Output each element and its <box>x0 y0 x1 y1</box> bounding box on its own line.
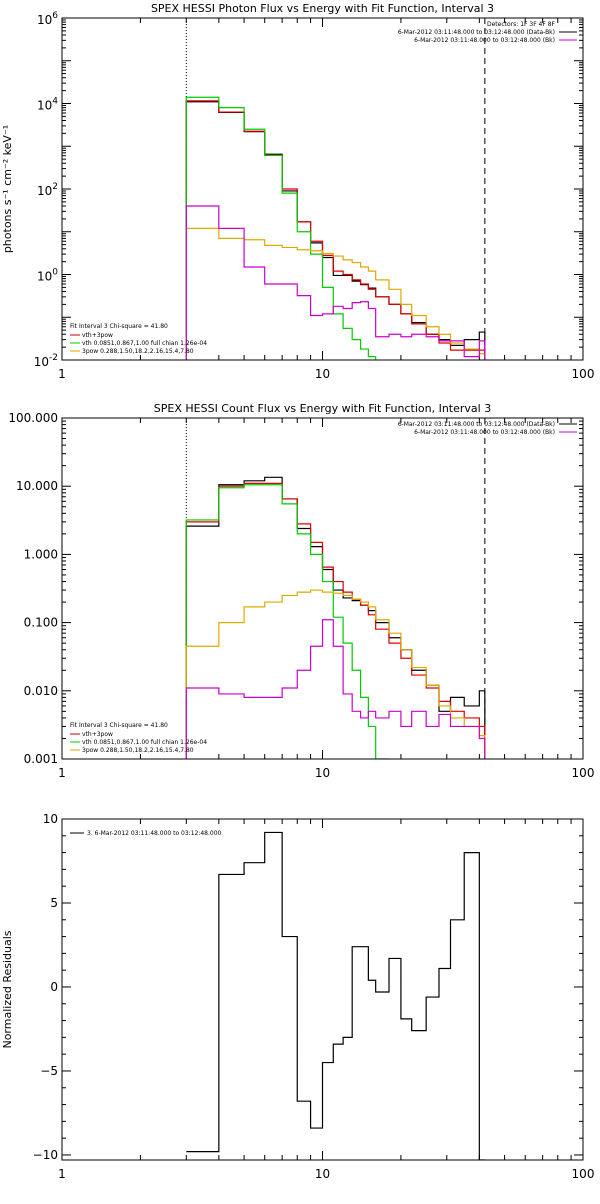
y-ticks <box>62 417 583 760</box>
series-residuals <box>186 831 485 1160</box>
info-line: 6-Mar-2012 03:11:48.000 to 03:12:48.000 … <box>398 29 555 36</box>
legend-entry: vth 0.0851,0.867,1.00 full chian 1.26e-0… <box>82 739 207 746</box>
y-tick-label: 100.000 <box>8 411 58 425</box>
series-bk <box>185 205 486 360</box>
y-tick-label: 1.000 <box>24 547 58 561</box>
series-data <box>185 101 486 360</box>
info-line: Detectors: 1F 3F 4F 8F <box>487 21 556 28</box>
y-axis-label: photons s⁻¹ cm⁻² keV⁻¹ <box>1 125 14 253</box>
chart-panel-1: SPEX HESSI Photon Flux vs Energy with Fi… <box>1 2 595 381</box>
y-tick-label: 104 <box>37 97 58 113</box>
x-tick-label: 100 <box>572 1167 595 1181</box>
series-model <box>185 482 486 759</box>
x-ticks <box>61 819 572 1160</box>
plot-area <box>185 18 486 360</box>
x-tick-label: 1 <box>58 766 66 780</box>
y-tick-label: 10 <box>43 812 58 826</box>
legend-entry: vth 0.0851,0.867,1.00 full chian 1.26e-0… <box>82 340 207 347</box>
series-model <box>185 100 486 360</box>
y-tick-label: −5 <box>40 1064 58 1078</box>
series-bk <box>185 619 486 759</box>
legend-entry: 3. 6-Mar-2012 03:11:48.000 to 03:12:48.0… <box>87 830 222 837</box>
x-tick-label: 10 <box>315 367 330 381</box>
chart-title: SPEX HESSI Photon Flux vs Energy with Fi… <box>151 2 494 15</box>
legend-entry: vth+3pow <box>82 731 113 738</box>
legend-title: Fit Interval 3 Chi-square = 41.80 <box>70 722 168 729</box>
legend-entry: vth+3pow <box>82 332 113 339</box>
y-ticks <box>62 818 583 1156</box>
info-line: 6-Mar-2012 03:11:48.000 to 03:12:48.000 … <box>414 37 555 44</box>
y-tick-label: 10.000 <box>16 479 58 493</box>
series-data <box>185 476 486 759</box>
y-tick-label: 0 <box>50 980 58 994</box>
series-pow <box>185 227 486 360</box>
axes-frame <box>61 17 584 361</box>
chart-panel-2: SPEX HESSI Count Flux vs Energy with Fit… <box>8 402 595 780</box>
legend-title: Fit Interval 3 Chi-square = 41.80 <box>70 323 168 330</box>
y-tick-label: 0.100 <box>24 616 58 630</box>
y-tick-label: 106 <box>37 11 58 27</box>
axes-frame <box>61 818 584 1161</box>
y-tick-label: −10 <box>33 1148 58 1162</box>
x-tick-label: 10 <box>315 766 330 780</box>
y-tick-label: 0.001 <box>24 752 58 766</box>
y-axis-label: Normalized Residuals <box>1 930 14 1048</box>
x-tick-label: 1 <box>58 367 66 381</box>
x-ticks <box>61 18 572 360</box>
y-tick-label: 100 <box>37 268 58 284</box>
chart-title: SPEX HESSI Count Flux vs Energy with Fit… <box>154 402 491 415</box>
x-tick-label: 100 <box>572 766 595 780</box>
y-tick-label: 5 <box>50 896 58 910</box>
x-tick-label: 100 <box>572 367 595 381</box>
info-line: 6-Mar-2012 03:11:48.000 to 03:12:48.000 … <box>414 429 555 436</box>
plot-area <box>186 831 485 1160</box>
chart-panel-3: Normalized Residuals 1 10 100 10 5 0 −5 −10 3. 6-… <box>1 812 594 1181</box>
legend-entry: 3pow 0.288,1.50,18.2,2.16,15.4,7.80 <box>82 747 194 754</box>
y-tick-label: 0.010 <box>24 684 58 698</box>
series-vth <box>185 96 486 360</box>
legend-entry: 3pow 0.288,1.50,18.2,2.16,15.4,7.80 <box>82 348 194 355</box>
y-ticks <box>62 17 583 361</box>
series-vth <box>185 484 486 759</box>
y-tick-label: 102 <box>37 182 58 198</box>
plot-area <box>185 418 486 759</box>
x-ticks <box>61 418 572 759</box>
x-tick-label: 1 <box>58 1167 66 1181</box>
series-pow <box>185 589 486 759</box>
info-line: 6-Mar-2012 03:11:48.000 to 03:12:48.000 … <box>398 421 555 428</box>
axes-frame <box>61 417 584 760</box>
y-tick-label: 10-2 <box>34 353 58 369</box>
x-tick-label: 10 <box>315 1167 330 1181</box>
